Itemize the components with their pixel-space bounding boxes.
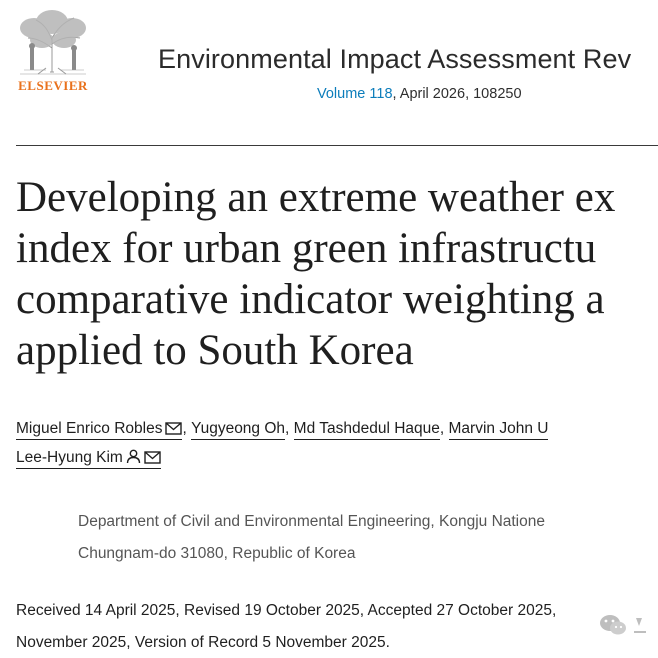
author-separator: , [439,420,449,437]
issue-details: , April 2026, 108250 [392,86,522,102]
mail-icon [144,451,161,464]
article-title-line: Developing an extreme weather ex [16,174,616,221]
author-name: Miguel Enrico Robles [16,420,163,437]
volume-link[interactable]: Volume 118 [317,86,393,102]
affiliation-line: Chungnam-do 31080, Republic of Korea [78,545,356,562]
person-icon [126,449,141,464]
tree-logo-icon [16,8,90,76]
author-separator: , [182,420,192,437]
issue-info: Volume 118, April 2026, 108250 [317,86,522,102]
article-history: Received 14 April 2025, Revised 19 Octob… [16,595,556,658]
history-line: Received 14 April 2025, Revised 19 Octob… [16,602,557,619]
affiliation-line: Department of Civil and Environmental En… [78,513,545,530]
elsevier-logo[interactable]: ELSEVIER [14,8,92,94]
elsevier-wordmark: ELSEVIER [18,78,88,93]
journal-title[interactable]: Environmental Impact Assessment Rev [158,44,632,74]
history-line: November 2025, Version of Record 5 Novem… [16,634,390,651]
author-row: Miguel Enrico Robles, Yugyeong Oh, Md Ta… [16,414,549,443]
article-title-line: applied to South Korea [16,327,414,374]
author-name: Lee-Hyung Kim [16,449,123,466]
mail-icon [165,422,183,435]
author-link[interactable]: Md Tashdedul Haque [293,419,440,440]
article-title-line: comparative indicator weighting a [16,276,605,323]
author-list: Miguel Enrico Robles, Yugyeong Oh, Md Ta… [16,414,549,472]
author-link[interactable]: Miguel Enrico Robles [16,419,183,440]
author-separator: , [285,420,294,437]
article-title: Developing an extreme weather ex index f… [16,172,615,376]
affiliation: Department of Civil and Environmental En… [78,506,545,570]
author-link[interactable]: Yugyeong Oh [191,419,286,440]
author-link[interactable]: Marvin John U [448,419,549,440]
author-row: Lee-Hyung Kim [16,443,548,472]
wechat-icon [600,615,646,635]
author-link[interactable]: Lee-Hyung Kim [16,448,161,469]
header-divider [16,145,658,146]
article-title-line: index for urban green infrastructu [16,225,597,272]
